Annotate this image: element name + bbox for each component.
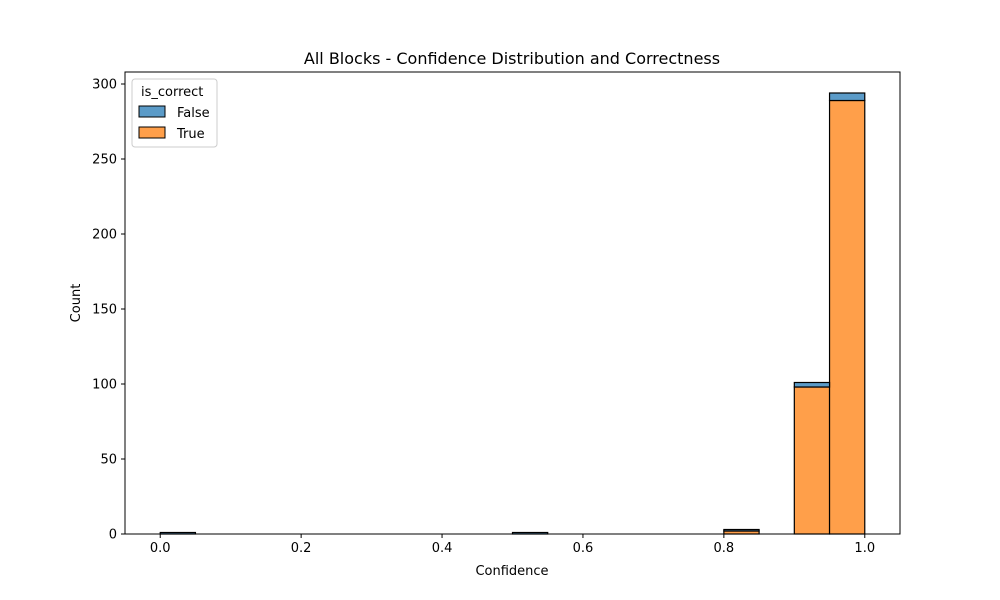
y-tick-label: 150 <box>92 303 117 318</box>
legend-swatch-false <box>138 105 166 118</box>
legend-label-true: True <box>176 127 205 142</box>
y-tick-label: 50 <box>100 453 117 468</box>
x-tick-label: 0.2 <box>291 541 312 556</box>
x-axis-label: Confidence <box>475 564 548 579</box>
x-axis: 0.0 0.2 0.4 0.6 0.8 1.0 <box>150 534 875 556</box>
y-axis-label: Count <box>69 284 84 323</box>
x-tick-label: 1.0 <box>854 541 875 556</box>
x-tick-label: 0.8 <box>714 541 735 556</box>
legend-title: is_correct <box>141 85 203 100</box>
bar-true-bin-4 <box>828 99 866 535</box>
x-tick-label: 0.6 <box>573 541 594 556</box>
plot-frame <box>124 71 901 535</box>
legend-swatch-true <box>138 126 166 139</box>
y-tick-label: 200 <box>92 228 117 243</box>
bar-false-bin-2 <box>723 528 760 532</box>
x-tick-label: 0.4 <box>432 541 453 556</box>
y-tick-label: 250 <box>92 153 117 168</box>
legend-label-false: False <box>177 106 210 121</box>
bars-group <box>159 92 866 535</box>
x-tick-label: 0.0 <box>150 541 171 556</box>
y-tick-label: 0 <box>109 528 117 543</box>
legend: is_correct False True <box>131 78 218 148</box>
y-tick-label: 100 <box>92 378 117 393</box>
chart-title: All Blocks - Confidence Distribution and… <box>304 49 720 68</box>
bar-true-bin-3 <box>793 386 831 535</box>
y-axis: 0 50 100 150 200 250 300 <box>92 78 125 543</box>
bar-false-bin-4 <box>828 92 866 102</box>
bar-false-bin-3 <box>793 381 831 388</box>
y-tick-label: 300 <box>92 78 117 93</box>
